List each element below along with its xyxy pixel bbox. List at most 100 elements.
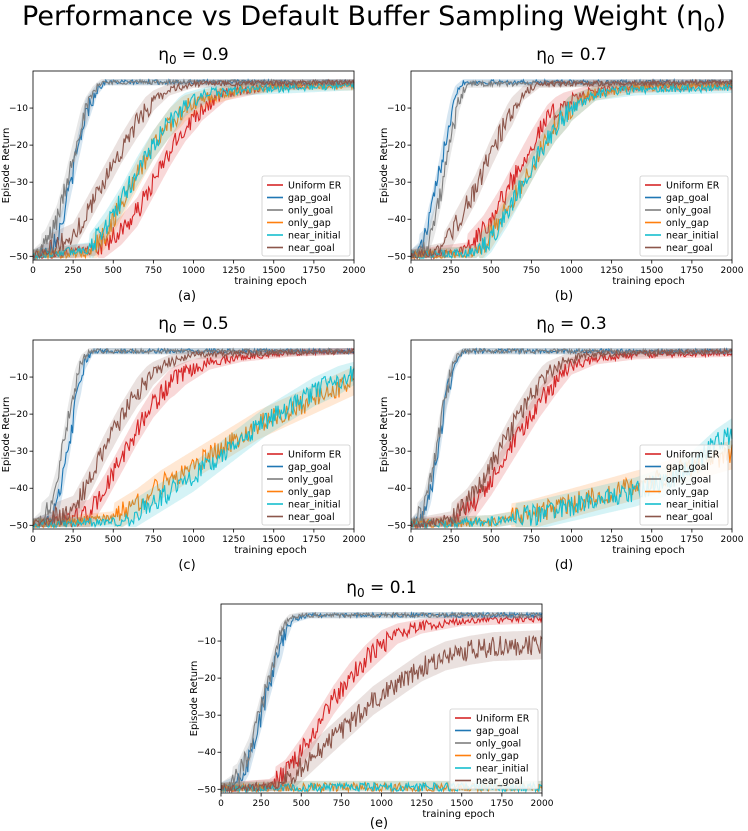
x-tick-label: 1750 [302,266,325,276]
y-tick-label: −50 [9,252,28,262]
panel-caption: (d) [555,558,573,573]
legend-box [449,708,539,790]
legend-label: near_goal [288,243,335,254]
series-band-near-goal [33,79,354,259]
chart-panel-b: η0 = 0.7 0 250 500 750 1000 1250 1500 1750 2000 −5… [379,45,744,304]
y-tick-label: −20 [387,141,406,151]
x-tick-label: 250 [65,266,82,276]
series-line-near-initial [32,366,355,529]
legend-box [261,175,351,257]
legend-label: gap_goal [288,462,331,473]
legend-label: only_goal [288,475,333,486]
chart-panel-d: η0 = 0.3 0 250 500 750 1000 1250 1500 1750 2000 −5… [379,314,744,573]
y-tick-label: −40 [197,748,216,758]
x-tick-label: 1500 [640,535,663,545]
x-axis-label: training epoch [422,809,494,820]
x-tick-label: 750 [523,266,540,276]
x-tick-label: 2000 [343,535,366,545]
x-tick-label: 1250 [222,535,245,545]
chart-panel-a: η0 = 0.9 0 250 500 750 1000 1250 1500 1750 2000 −5… [1,45,366,304]
series-band-near-goal [221,630,542,792]
y-tick-label: −40 [9,484,28,494]
y-tick-label: −50 [197,785,216,795]
y-axis-label: Episode Return [1,397,12,473]
series-line-near-goal [410,78,733,259]
x-axis-label: training epoch [612,276,684,287]
x-tick-label: 1500 [262,266,285,276]
series-line-gap-goal [410,78,733,259]
legend-box [639,444,729,526]
y-tick-label: −30 [387,447,406,457]
series-line-near-initial [32,81,355,260]
y-tick-label: −20 [9,410,28,420]
y-tick-label: −20 [387,410,406,420]
y-tick-label: −10 [197,637,216,647]
panel-title: η0 = 0.5 [158,314,229,336]
series-line-near-goal [32,79,355,260]
legend-box [261,444,351,526]
series-line-only-goal [220,611,543,792]
legend-label: near_goal [666,512,713,523]
series-line-only-gap [32,81,355,261]
legend-label: only_gap [666,218,709,229]
y-tick-label: −50 [387,521,406,531]
x-tick-label: 1750 [680,535,703,545]
x-tick-label: 1250 [600,535,623,545]
series-line-near-goal [220,635,543,794]
y-tick-label: −30 [9,447,28,457]
legend-label: gap_goal [666,462,709,473]
x-axis-label: training epoch [234,545,306,556]
x-tick-label: 1750 [680,266,703,276]
figure-title-text: Performance vs Default Buffer Sampling W… [22,1,704,32]
legend-label: gap_goal [666,193,709,204]
series-band-uniform-er [221,614,542,792]
series-line-only-goal [410,78,733,259]
x-tick-label: 1750 [302,535,325,545]
x-tick-label: 2000 [721,535,744,545]
y-axis-label: Episode Return [379,128,390,204]
panel-caption: (e) [370,816,388,831]
y-axis-label: Episode Return [189,661,200,737]
series-line-only-goal [410,346,733,528]
figure-title-close: ) [715,1,726,32]
series-line-near-goal [410,347,733,530]
x-tick-label: 1500 [450,799,473,809]
x-tick-label: 1250 [222,266,245,276]
series-line-uniform-er [221,614,543,793]
panel-title: η0 = 0.7 [536,45,607,67]
x-axis-label: training epoch [612,545,684,556]
panel-title: η0 = 0.3 [536,314,607,336]
legend-label: only_gap [288,487,331,498]
y-tick-label: −10 [387,104,406,114]
series-line-gap-goal [32,347,355,529]
x-tick-label: 1250 [410,799,433,809]
legend-label: Uniform ER [666,450,720,461]
x-tick-label: 500 [105,535,122,545]
y-tick-label: −30 [9,178,28,188]
figure-title: Performance vs Default Buffer Sampling W… [0,0,748,42]
x-axis-label: training epoch [234,276,306,287]
series-line-gap-goal [220,610,543,794]
legend-label: Uniform ER [288,450,342,461]
x-tick-label: 1000 [182,266,205,276]
figure-title-subscript: 0 [703,14,716,37]
legend-label: Uniform ER [476,714,530,725]
chart-panel-e: η0 = 0.1 0 250 500 750 1000 1250 1500 1750 2000 −5… [189,578,554,831]
x-tick-label: 750 [145,266,162,276]
y-tick-label: −30 [387,178,406,188]
x-tick-label: 1500 [640,266,663,276]
y-tick-label: −20 [197,674,216,684]
series-band-only-gap [33,366,354,528]
x-tick-label: 500 [105,266,122,276]
panel-caption: (c) [178,558,195,573]
series-band-near-initial [33,81,354,259]
legend-label: only_goal [666,475,711,486]
x-tick-label: 1250 [600,266,623,276]
x-tick-label: 250 [253,799,270,809]
series-band-near-initial [411,82,732,259]
legend-label: near_goal [666,243,713,254]
legend-label: near_goal [476,776,523,787]
y-tick-label: −50 [9,521,28,531]
legend-label: only_gap [288,218,331,229]
y-axis-label: Episode Return [1,128,12,204]
